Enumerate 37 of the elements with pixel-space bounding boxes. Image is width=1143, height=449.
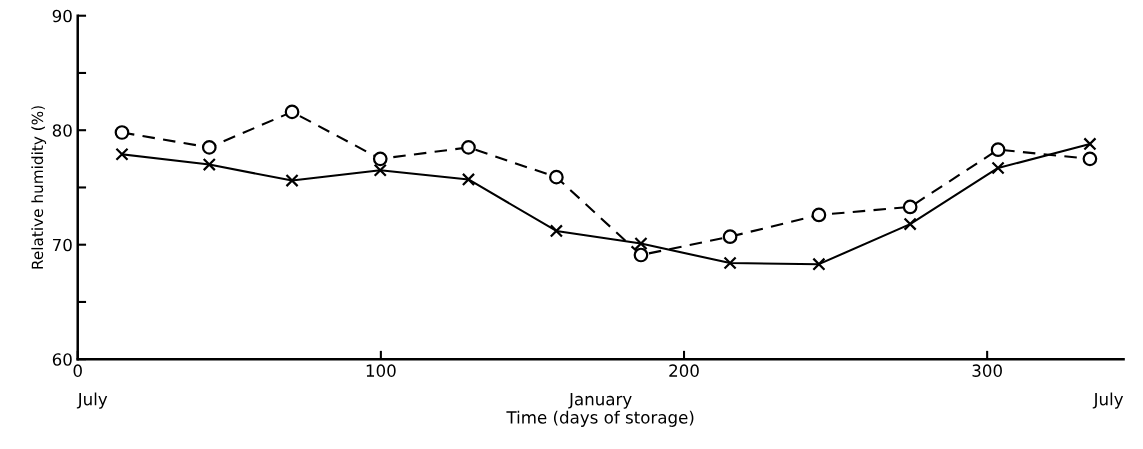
point [811,207,827,223]
point [633,247,649,263]
y-tick-label: 60 [52,353,72,366]
point [722,229,738,245]
text: July [76,392,108,409]
point [723,256,737,270]
point [1083,137,1097,151]
point [990,142,1006,158]
point [114,125,130,140]
point [812,257,826,271]
point [284,104,300,120]
x-axis-title: Time (days of storage) [506,410,694,427]
y-tick-label: 90 [52,9,72,23]
point [634,236,648,251]
point [201,140,217,155]
point [1082,151,1098,167]
point [903,217,917,231]
point [902,199,918,215]
x-tick-label: 100 [366,364,396,377]
point [202,157,216,172]
point [115,147,129,161]
text: January [568,393,632,409]
x-tick-label: 0 [73,364,82,377]
point [991,161,1005,175]
point [549,169,564,185]
point [549,224,564,238]
point [373,163,387,177]
point [285,173,299,188]
x-tick-label: 200 [669,364,699,377]
y-tick-label: 70 [53,238,72,252]
point [372,151,388,167]
x-tick-label: 300 [972,364,1002,377]
point [461,172,476,187]
text: July [1092,392,1124,409]
y-tick-label: 80 [52,124,72,137]
point [461,140,476,155]
y-axis-title: Relative humidity (%) [31,106,47,269]
